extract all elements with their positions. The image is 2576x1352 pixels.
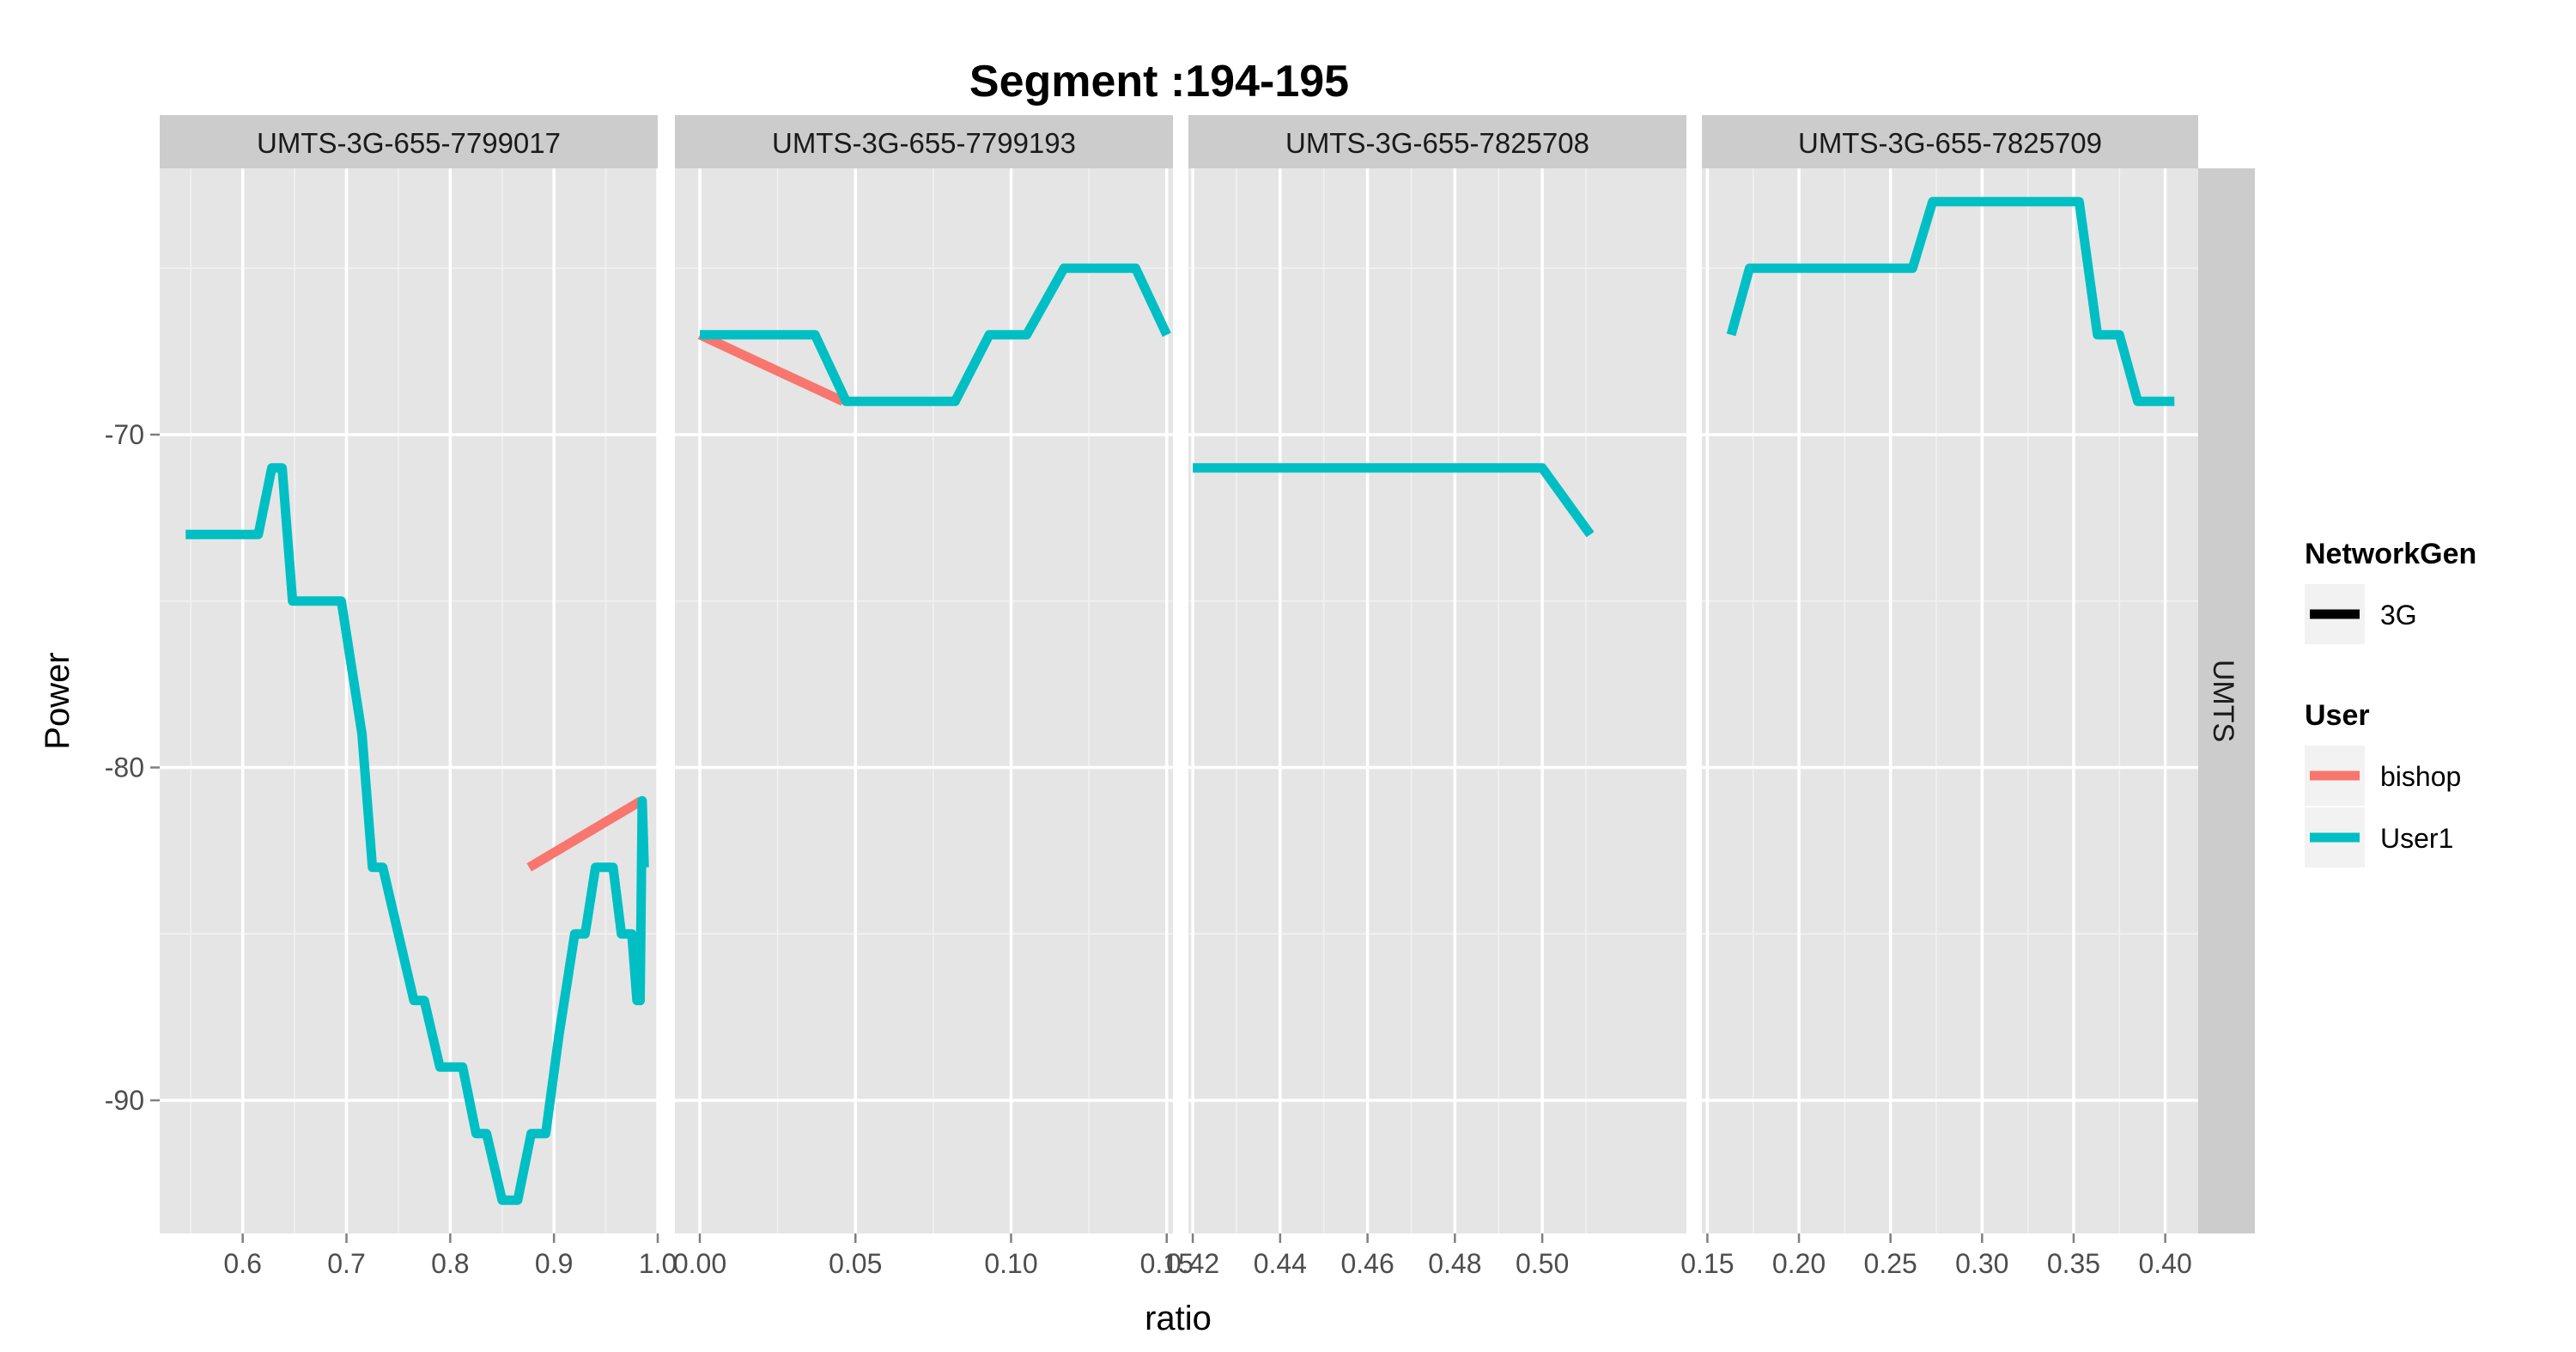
x-tick-label: 0.7 — [327, 1248, 365, 1279]
y-axis-title: Power — [39, 652, 76, 749]
legend-networkgen-title: NetworkGen — [2305, 538, 2476, 570]
panel-strip-label: UMTS-3G-655-7799017 — [257, 127, 561, 159]
x-tick-label: 0.44 — [1254, 1248, 1307, 1279]
facet-panel: UMTS-3G-655-7799193 0.00 0.05 0.10 0.15 — [673, 115, 1194, 1279]
series-line-user1 — [1193, 463, 1595, 538]
panel-background — [675, 168, 1173, 1233]
y-tick-label: -70 — [105, 419, 144, 450]
x-tick-label: 0.46 — [1340, 1248, 1394, 1279]
panel-strip — [1702, 115, 2198, 168]
x-tick-label: 0.40 — [2138, 1248, 2191, 1279]
x-tick-label: 0.15 — [1140, 1248, 1194, 1279]
x-tick-label: 0.6 — [223, 1248, 261, 1279]
row-strip — [2198, 168, 2255, 1233]
x-tick-label: 1.0 — [639, 1248, 677, 1279]
panel-strip-label: UMTS-3G-655-7825708 — [1285, 127, 1589, 159]
series-line-bishop — [697, 330, 846, 406]
series-line-bishop — [526, 796, 644, 872]
x-tick-label: 0.10 — [984, 1248, 1037, 1279]
series-line-user1 — [700, 263, 1171, 406]
x-tick-label: 0.48 — [1428, 1248, 1481, 1279]
panel-strip — [675, 115, 1173, 168]
x-tick-label: 0.9 — [535, 1248, 573, 1279]
row-strip-label: UMTS — [2207, 660, 2239, 742]
panel-strip — [160, 115, 658, 168]
facet-panel: UMTS-3G-655-7799017 0.6 0.7 0.8 0.9 1.0 — [160, 115, 677, 1279]
panel-background — [160, 168, 658, 1233]
chart-title: Segment :194-195 — [969, 57, 1349, 107]
panel-strip-label: UMTS-3G-655-7825709 — [1798, 127, 2102, 159]
x-tick-label: 0.30 — [1955, 1248, 2008, 1279]
x-tick-label: 0.15 — [1680, 1248, 1734, 1279]
x-tick-label: 0.25 — [1864, 1248, 1917, 1279]
x-tick-label: 0.50 — [1516, 1248, 1569, 1279]
series-line-user1 — [1726, 197, 2175, 406]
legend-label-3g: 3G — [2380, 600, 2417, 630]
panel-strip-label: UMTS-3G-655-7799193 — [772, 127, 1076, 159]
facet-panel: UMTS-3G-655-7825709 0.15 0.20 0.25 0.30 0.35 0… — [1680, 115, 2198, 1279]
x-tick-label: 0.00 — [673, 1248, 726, 1279]
facet-panel: UMTS-3G-655-7825708 0.42 0.44 0.46 0.48 0.50 — [1166, 115, 1686, 1279]
panel-strip — [1188, 115, 1686, 168]
x-tick-label: 0.42 — [1166, 1248, 1219, 1279]
legend-label-bishop: bishop — [2380, 761, 2461, 792]
panel-background — [1702, 168, 2198, 1233]
legend: NetworkGen 3G User bishop User1 — [2305, 538, 2476, 868]
legend-user-title: User — [2305, 699, 2370, 732]
x-tick-label: 0.35 — [2047, 1248, 2100, 1279]
y-tick-label: -90 — [105, 1085, 144, 1116]
y-tick-label: -80 — [105, 752, 144, 783]
series-line-user1 — [185, 463, 649, 1205]
y-axis: -70 -80 -90 — [105, 419, 160, 1116]
x-tick-label: 0.20 — [1772, 1248, 1826, 1279]
panel-background — [1188, 168, 1686, 1233]
legend-label-user1: User1 — [2380, 823, 2453, 854]
x-axis-title: ratio — [1145, 1300, 1212, 1337]
x-tick-label: 0.05 — [829, 1248, 882, 1279]
x-tick-label: 0.8 — [431, 1248, 469, 1279]
